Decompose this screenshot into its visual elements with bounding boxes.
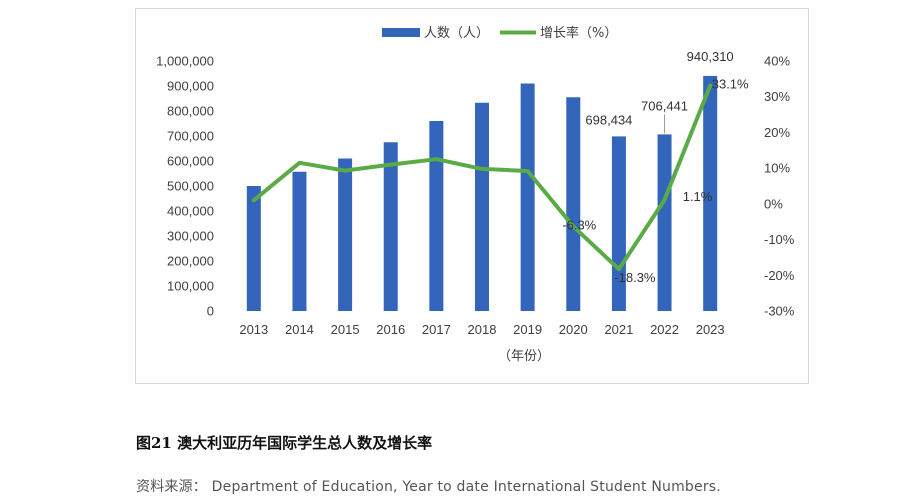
x-axis-ticks: 2013 2014 2015 2016 2017 2018 2019 2020 2021 2022… (239, 322, 724, 337)
x-tick-label: 2015 (331, 322, 360, 337)
right-tick-label: 40% (764, 54, 790, 69)
left-tick-label: 900,000 (167, 79, 214, 94)
bar (292, 172, 306, 311)
x-tick-label: 2021 (604, 322, 633, 337)
left-tick-label: 600,000 (167, 154, 214, 169)
legend-label-growth: 增长率（%） (540, 25, 617, 41)
left-tick-label: 0 (207, 304, 214, 319)
right-axis-ticks: -30% -20% -10% 0% 10% 20% 30% 40% (764, 54, 795, 319)
line-data-label: -18.3% (614, 270, 656, 285)
right-tick-label: 30% (764, 89, 790, 104)
left-axis-ticks: 0 100,000 200,000 300,000 400,000 500,000 600,… (156, 54, 214, 319)
left-tick-label: 700,000 (167, 129, 214, 144)
right-tick-label: 20% (764, 125, 790, 140)
x-tick-label: 2022 (650, 322, 679, 337)
source-note: 资料来源： Department of Education, Year to d… (136, 476, 721, 496)
x-tick-label: 2023 (696, 322, 725, 337)
legend-label-count: 人数（人） (424, 26, 489, 41)
left-tick-label: 1,000,000 (156, 54, 214, 69)
right-tick-label: 10% (764, 161, 790, 176)
chart-frame: 人数（人） 增长率（%） 0 100,000 200,000 300,000 400,00… (135, 8, 809, 384)
bar (658, 134, 672, 311)
bar (338, 159, 352, 312)
x-axis-title: （年份） (498, 349, 550, 364)
left-tick-label: 200,000 (167, 254, 214, 269)
line-data-label: 1.1% (683, 189, 713, 204)
x-tick-label: 2014 (285, 322, 314, 337)
chart-svg: 人数（人） 增长率（%） 0 100,000 200,000 300,000 400,00… (136, 9, 810, 385)
left-tick-label: 500,000 (167, 179, 214, 194)
right-tick-label: -10% (764, 232, 795, 247)
bar (247, 186, 261, 311)
left-tick-label: 800,000 (167, 104, 214, 119)
right-tick-label: -30% (764, 304, 795, 319)
x-tick-label: 2013 (239, 322, 268, 337)
left-tick-label: 100,000 (167, 279, 214, 294)
legend-swatch-count (382, 28, 420, 37)
x-tick-label: 2018 (468, 322, 497, 337)
x-tick-label: 2020 (559, 322, 588, 337)
line-data-label: -6.3% (562, 217, 596, 232)
bar (521, 84, 535, 312)
data-labels: 698,434 706,441 940,310 -6.3% -18.3% 1.1% 33.1… (562, 49, 749, 285)
right-tick-label: 0% (764, 196, 783, 211)
bar (566, 97, 580, 311)
right-tick-label: -20% (764, 268, 795, 283)
left-tick-label: 300,000 (167, 229, 214, 244)
bar-data-label: 940,310 (687, 49, 734, 64)
x-tick-label: 2017 (422, 322, 451, 337)
figure-caption: 图21 澳大利亚历年国际学生总人数及增长率 (136, 432, 432, 453)
bar (384, 142, 398, 311)
bar-data-label: 698,434 (585, 112, 632, 127)
legend: 人数（人） 增长率（%） (382, 25, 617, 41)
bar-data-label: 706,441 (641, 98, 688, 113)
line-data-label: 33.1% (712, 77, 749, 92)
x-tick-label: 2019 (513, 322, 542, 337)
left-tick-label: 400,000 (167, 204, 214, 219)
bar (429, 121, 443, 311)
x-tick-label: 2016 (376, 322, 405, 337)
bar (475, 103, 489, 311)
